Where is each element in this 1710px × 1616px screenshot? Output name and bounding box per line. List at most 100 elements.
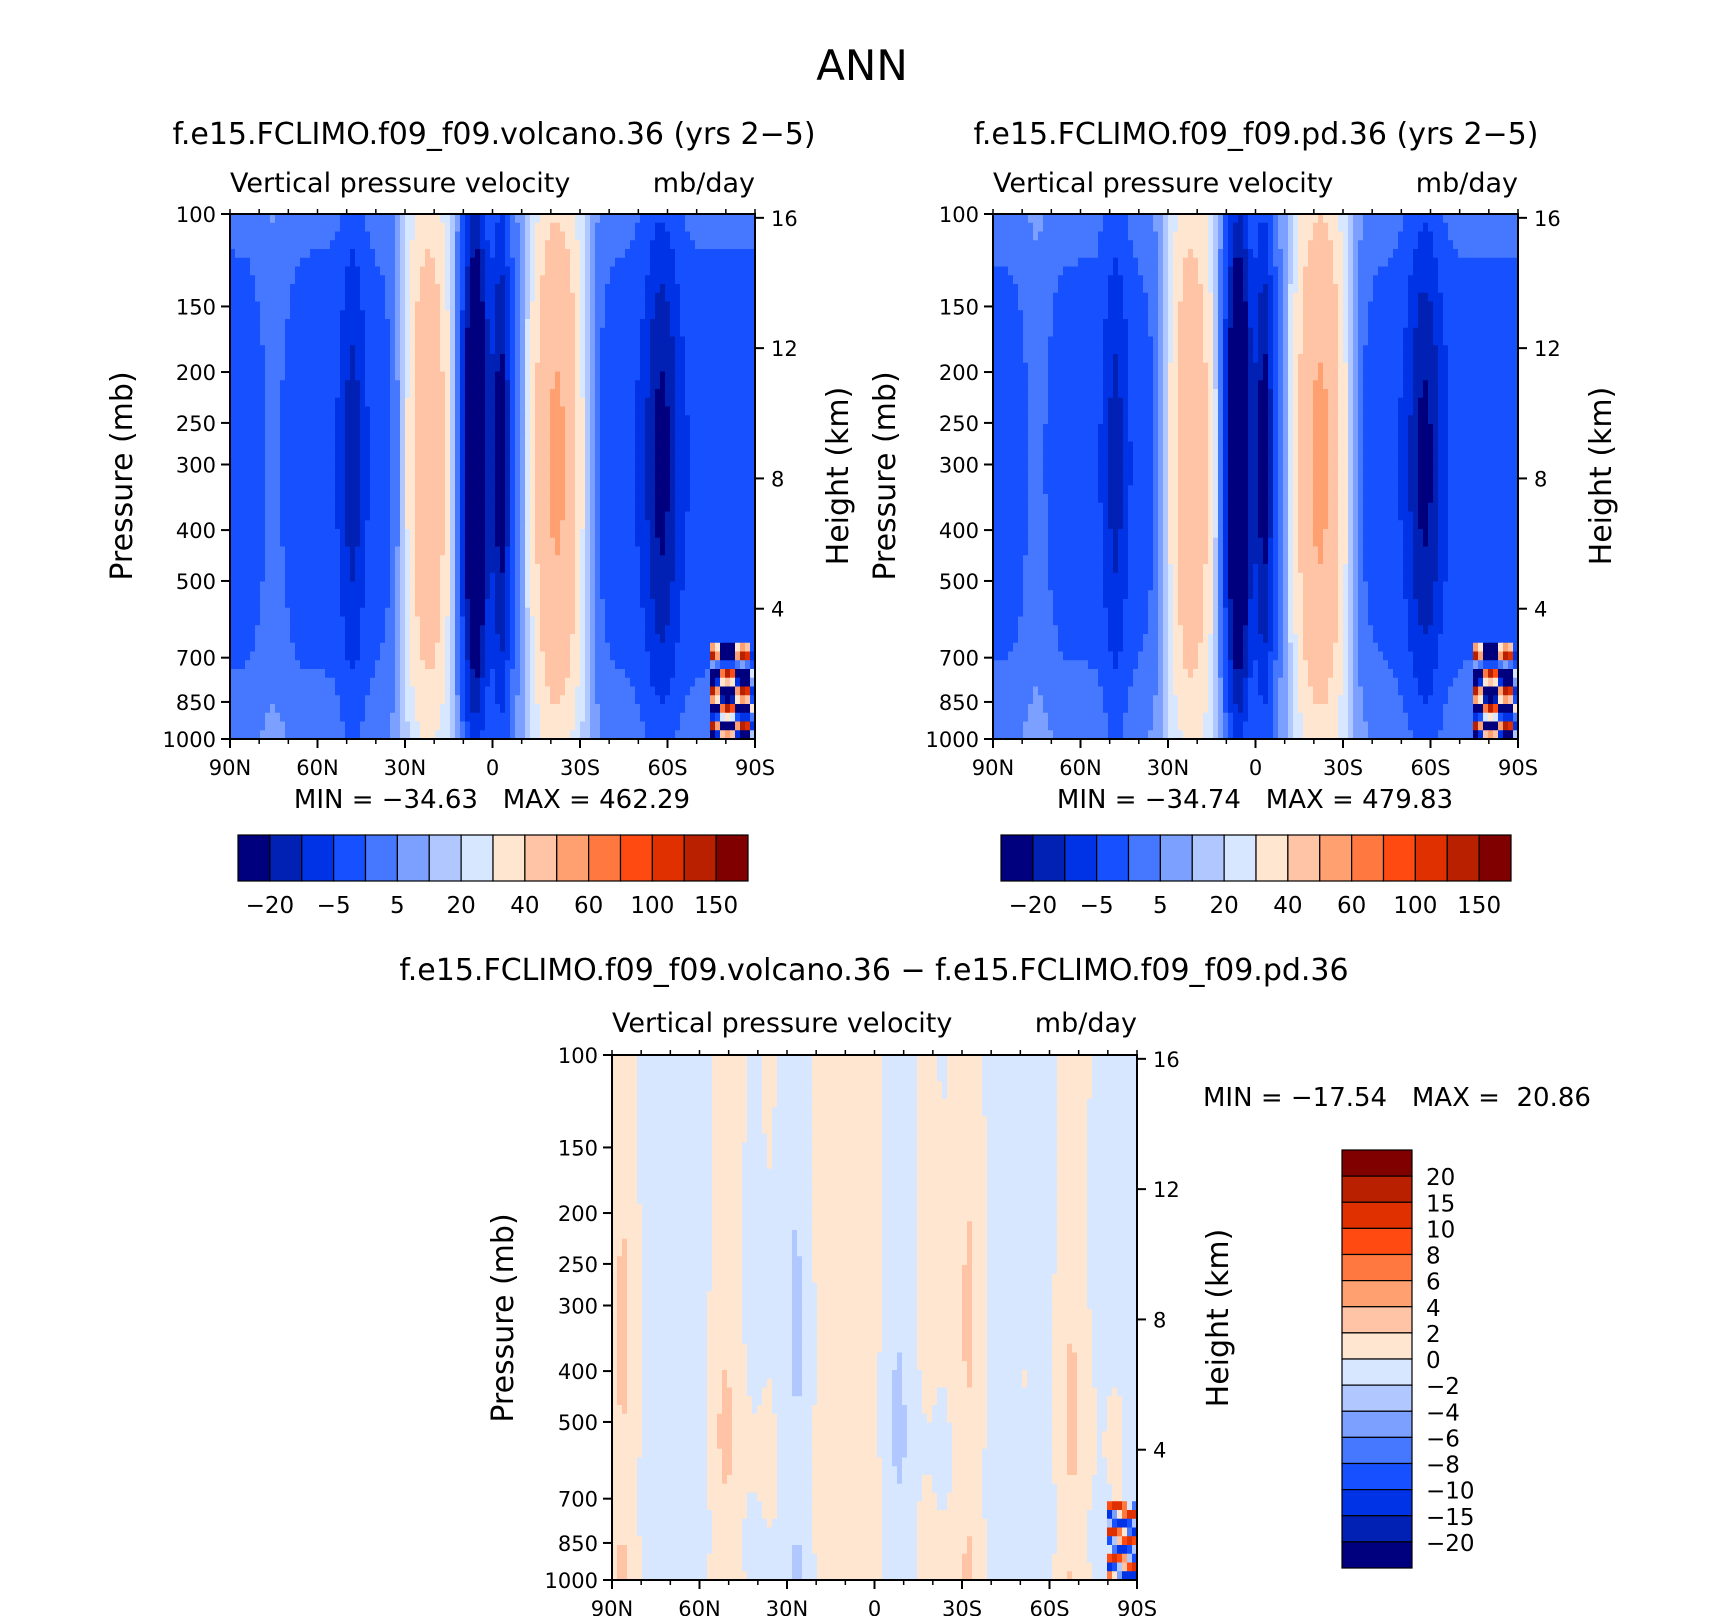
contour-cell (530, 362, 536, 373)
contour-cell (680, 362, 686, 373)
contour-cell (635, 214, 641, 224)
contour-cell (710, 537, 716, 548)
contour-cell (465, 494, 471, 504)
contour-cell (490, 459, 496, 469)
contour-cell (525, 406, 531, 416)
contour-cell (660, 231, 666, 241)
contour-cell (305, 599, 311, 609)
contour-cell (575, 284, 581, 294)
contour-cell (325, 467, 331, 478)
contour-cell (425, 467, 431, 478)
contour-cell (650, 327, 656, 338)
contour-cell (360, 249, 366, 259)
contour-cell (730, 406, 736, 416)
contour-cell (230, 564, 236, 574)
contour-cell (650, 520, 656, 530)
contour-cell (325, 362, 331, 373)
contour-cell (680, 231, 686, 241)
contour-cell (570, 459, 576, 469)
contour-cell (435, 275, 441, 285)
contour-cell (250, 511, 256, 521)
contour-cell (295, 441, 301, 451)
contour-cell (655, 266, 661, 276)
contour-cell (735, 572, 741, 583)
contour-cell (735, 546, 741, 556)
contour-cell (415, 520, 421, 530)
contour-cell (720, 249, 726, 259)
contour-cell (305, 572, 311, 583)
contour-cell (425, 380, 431, 390)
contour-cell (660, 319, 666, 329)
contour-cell (310, 240, 316, 250)
contour-cell (635, 292, 641, 303)
contour-cell (600, 327, 606, 338)
contour-cell (490, 222, 496, 233)
contour-cell (505, 607, 511, 618)
contour-cell (285, 441, 291, 451)
contour-cell (380, 494, 386, 504)
contour-cell (250, 301, 256, 311)
contour-cell (540, 476, 546, 486)
contour-cell (665, 380, 671, 390)
contour-cell (485, 546, 491, 556)
contour-cell (275, 389, 281, 399)
contour-cell (550, 467, 556, 478)
contour-cell (500, 327, 506, 338)
contour-cell (735, 327, 741, 338)
contour-cell (625, 222, 631, 233)
contour-cell (360, 520, 366, 530)
contour-cell (395, 327, 401, 338)
contour-cell (510, 494, 516, 504)
contour-cell (470, 266, 476, 276)
contour-cell (370, 450, 376, 460)
contour-cell (530, 415, 536, 425)
contour-cell (555, 415, 561, 425)
contour-cell (545, 275, 551, 285)
contour-cell (305, 327, 311, 338)
contour-cell (320, 240, 326, 250)
contour-cell (300, 284, 306, 294)
contour-cell (425, 581, 431, 591)
contour-cell (365, 555, 371, 565)
contour-cell (280, 572, 286, 583)
contour-cell (295, 222, 301, 233)
contour-cell (460, 240, 466, 250)
contour-cell (310, 380, 316, 390)
contour-cell (575, 537, 581, 548)
contour-cell (680, 572, 686, 583)
contour-cell (415, 599, 421, 609)
contour-cell (565, 222, 571, 233)
contour-cell (490, 319, 496, 329)
contour-cell (510, 564, 516, 574)
contour-cell (695, 292, 701, 303)
contour-cell (605, 564, 611, 574)
contour-cell (525, 467, 531, 478)
contour-cell (555, 529, 561, 539)
contour-cell (730, 275, 736, 285)
contour-cell (465, 599, 471, 609)
contour-cell (265, 546, 271, 556)
contour-cell (475, 406, 481, 416)
contour-cell (440, 214, 446, 224)
contour-cell (500, 520, 506, 530)
contour-cell (630, 319, 636, 329)
contour-cell (670, 537, 676, 548)
contour-cell (240, 459, 246, 469)
contour-cell (640, 345, 646, 355)
contour-cell (400, 336, 406, 346)
contour-cell (300, 345, 306, 355)
contour-cell (575, 590, 581, 600)
contour-cell (480, 581, 486, 591)
contour-cell (430, 345, 436, 355)
contour-cell (470, 529, 476, 539)
contour-cell (445, 467, 451, 478)
contour-cell (460, 214, 466, 224)
contour-cell (555, 240, 561, 250)
contour-cell (400, 354, 406, 364)
contour-cell (630, 555, 636, 565)
contour-cell (690, 362, 696, 373)
contour-cell (605, 240, 611, 250)
contour-cell (500, 590, 506, 600)
contour-cell (700, 581, 706, 591)
contour-cell (555, 424, 561, 434)
